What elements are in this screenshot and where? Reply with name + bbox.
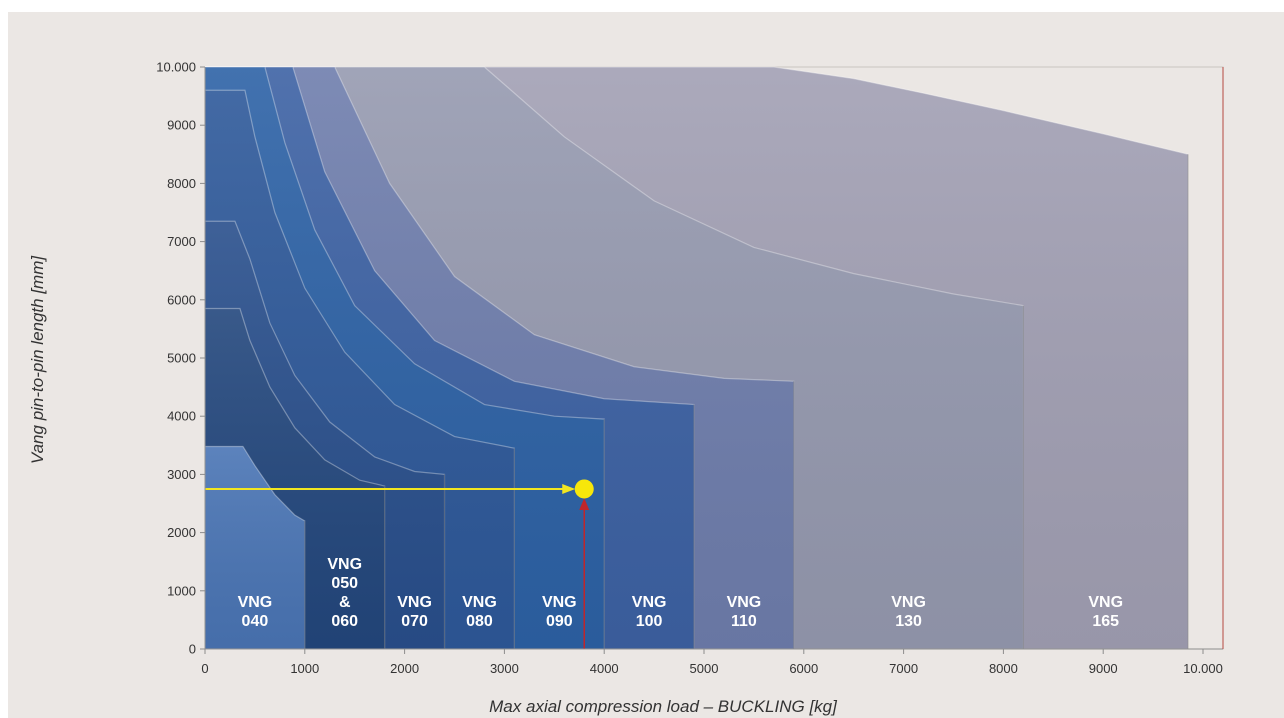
x-tick-labels: 0 1000 2000 3000 4000 5000 6000 7000 8000 9000 10.… xyxy=(201,649,1223,676)
series-label: 165 xyxy=(1092,613,1119,630)
y-tick-label: 7000 xyxy=(167,234,196,249)
series-label: VNG xyxy=(462,594,497,611)
series-label: 040 xyxy=(242,613,269,630)
series-label: 070 xyxy=(401,613,428,630)
horizontal-arrowhead xyxy=(562,483,576,494)
x-tick-label: 4000 xyxy=(590,661,619,676)
x-tick-label: 3000 xyxy=(490,661,519,676)
x-tick-label: 8000 xyxy=(989,661,1018,676)
series-label: & xyxy=(339,594,351,611)
series-label: 090 xyxy=(546,613,573,630)
x-tick-label: 0 xyxy=(201,661,208,676)
series-label: VNG xyxy=(1088,594,1123,611)
y-tick-label: 0 xyxy=(189,642,196,657)
y-axis-label: Vang pin-to-pin length [mm] xyxy=(28,255,47,465)
series-label: VNG xyxy=(891,594,926,611)
chart-svg: VNG 165 VNG 130 VNG 110 VNG 100 VNG 090 VNG 080 VNG 0… xyxy=(156,60,1224,676)
x-tick-label: 6000 xyxy=(789,661,818,676)
series-label: 100 xyxy=(636,613,663,630)
x-tick-label: 2000 xyxy=(390,661,419,676)
vertical-arrowhead xyxy=(579,497,590,510)
series-label: VNG xyxy=(327,556,362,573)
series-label: 130 xyxy=(895,613,922,630)
y-tick-labels: 0 1000 2000 3000 4000 5000 6000 7000 8000 9000 10.… xyxy=(156,60,205,657)
series-label: VNG xyxy=(397,594,432,611)
annotation-layer xyxy=(205,479,594,649)
x-axis-label: Max axial compression load – BUCKLING [k… xyxy=(489,697,837,716)
y-tick-label: 4000 xyxy=(167,409,196,424)
y-tick-label: 10.000 xyxy=(156,60,196,75)
y-tick-label: 5000 xyxy=(167,351,196,366)
selection-marker xyxy=(574,479,594,499)
series-label: VNG xyxy=(632,594,667,611)
series-regions xyxy=(204,66,1189,650)
series-label: 060 xyxy=(331,613,358,630)
x-tick-label: 9000 xyxy=(1089,661,1118,676)
y-tick-label: 9000 xyxy=(167,118,196,133)
x-tick-label: 7000 xyxy=(889,661,918,676)
chart-panel: VNG 165 VNG 130 VNG 110 VNG 100 VNG 090 VNG 080 VNG 0… xyxy=(8,12,1284,718)
x-tick-label: 10.000 xyxy=(1183,661,1223,676)
series-label: VNG xyxy=(542,594,577,611)
series-label: 080 xyxy=(466,613,493,630)
series-label: VNG xyxy=(727,594,762,611)
y-tick-label: 3000 xyxy=(167,467,196,482)
y-tick-label: 2000 xyxy=(167,525,196,540)
y-tick-label: 6000 xyxy=(167,292,196,307)
x-tick-label: 1000 xyxy=(290,661,319,676)
series-label: VNG xyxy=(238,594,273,611)
region-shade xyxy=(205,446,305,649)
x-tick-label: 5000 xyxy=(690,661,719,676)
y-tick-label: 8000 xyxy=(167,176,196,191)
series-label: 050 xyxy=(331,575,358,592)
y-tick-label: 1000 xyxy=(167,583,196,598)
series-labels: VNG 165 VNG 130 VNG 110 VNG 100 VNG 090 VNG 080 VNG 0… xyxy=(238,556,1123,630)
series-label: 110 xyxy=(731,613,757,630)
